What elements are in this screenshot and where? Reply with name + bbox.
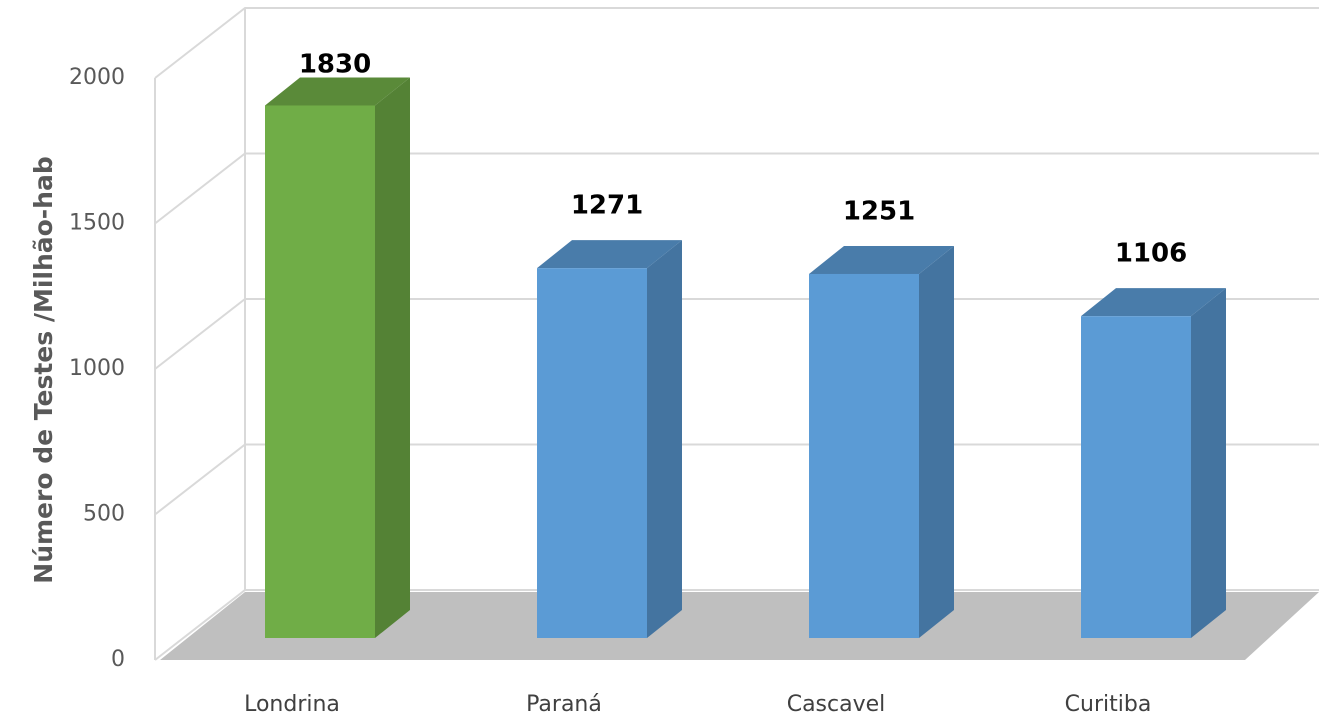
bar-top <box>809 245 954 274</box>
grid-line <box>154 298 1319 370</box>
floor <box>160 592 1319 660</box>
grid-line <box>154 152 1319 225</box>
x-tick-label: Cascavel <box>787 692 886 717</box>
y-axis-title: Número de Testes /Milhão-hab <box>29 156 58 583</box>
bar-side <box>647 240 682 638</box>
x-tick-label: Curitiba <box>1065 692 1152 717</box>
value-label: 1830 <box>299 50 371 80</box>
bar-front <box>265 105 375 639</box>
bar-top <box>1081 288 1226 317</box>
x-tick-label: Londrina <box>244 692 340 717</box>
bar-side <box>1191 288 1226 638</box>
y-tick-label: 1500 <box>69 211 125 236</box>
y-tick-label: 2000 <box>69 65 125 90</box>
y-tick-label: 1000 <box>69 356 125 381</box>
grid-line <box>154 7 1319 79</box>
y-tick-label: 500 <box>83 502 125 527</box>
bar-side <box>375 77 410 639</box>
bar-front <box>1081 316 1191 638</box>
bar-front <box>809 273 919 638</box>
value-label: 1251 <box>843 196 915 226</box>
value-label: 1106 <box>1115 239 1187 269</box>
grid-line <box>154 443 1319 516</box>
bar <box>1081 288 1226 638</box>
bar <box>809 245 954 639</box>
bar-side <box>919 245 954 639</box>
bar <box>537 240 682 638</box>
grid-line <box>154 589 1319 661</box>
bar-top <box>265 77 410 106</box>
bar-top <box>537 240 682 269</box>
bar-front <box>537 268 647 638</box>
y-tick-label: 0 <box>111 647 125 672</box>
x-tick-label: Paraná <box>526 692 602 717</box>
bar <box>265 77 410 639</box>
value-label: 1271 <box>571 191 643 221</box>
